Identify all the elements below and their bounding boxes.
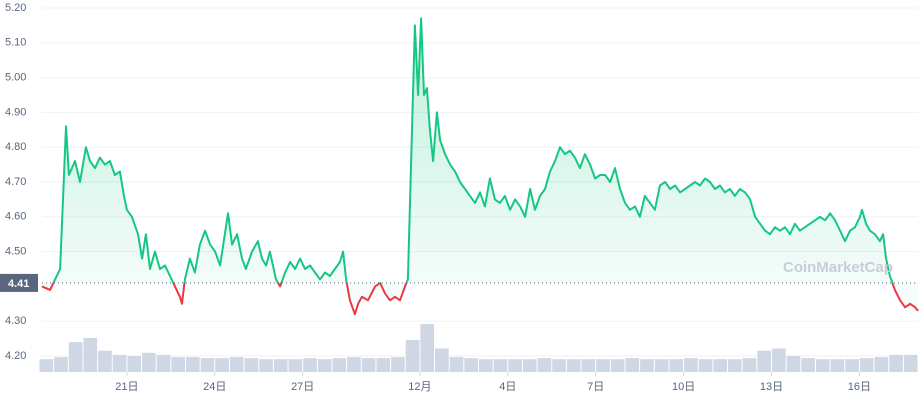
y-tick-label: 4.50 xyxy=(5,246,26,258)
volume-bar xyxy=(259,359,273,372)
volume-bar xyxy=(303,358,317,372)
volume-bar xyxy=(391,357,405,372)
volume-bar xyxy=(171,357,185,372)
x-tick-label: 16日 xyxy=(848,381,871,393)
x-tick-label: 24日 xyxy=(203,381,226,393)
watermark: CoinMarketCap xyxy=(783,259,893,276)
y-tick-label: 4.30 xyxy=(5,315,26,327)
volume-bar xyxy=(376,358,391,372)
volume-bar xyxy=(801,358,815,372)
x-tick-label: 12月 xyxy=(408,381,431,393)
volume-bar xyxy=(903,354,918,372)
volume-bar xyxy=(493,359,508,372)
volume-bar xyxy=(112,354,127,372)
volume-bar xyxy=(845,359,859,372)
volume-bar xyxy=(288,359,303,372)
x-tick-label: 4日 xyxy=(499,381,516,393)
volume-bar xyxy=(889,354,903,372)
volume-bar xyxy=(39,359,54,372)
volume-bar xyxy=(610,359,625,372)
volume-bar xyxy=(537,358,552,372)
volume-bar xyxy=(625,358,640,372)
volume-bar xyxy=(156,354,171,372)
volume-bar xyxy=(273,359,288,372)
x-tick-label: 27日 xyxy=(291,381,314,393)
volume-bar xyxy=(83,337,98,372)
volume-bar xyxy=(54,357,68,372)
volume-bar xyxy=(698,359,713,372)
volume-bar xyxy=(684,358,698,372)
volume-bar xyxy=(581,359,596,372)
volume-bar xyxy=(713,359,728,372)
x-tick-label: 21日 xyxy=(115,381,138,393)
volume-bar xyxy=(786,356,801,372)
volume-bar xyxy=(508,359,522,372)
y-tick-label: 4.60 xyxy=(5,211,26,223)
x-tick-label: 10日 xyxy=(672,381,695,393)
baseline-label: 4.41 xyxy=(8,278,29,290)
volume-bar xyxy=(772,348,786,372)
volume-bar xyxy=(522,359,537,372)
volume-bar xyxy=(229,357,244,372)
volume-bar xyxy=(464,358,478,372)
volume-bar xyxy=(654,359,669,372)
volume-bar xyxy=(186,357,200,372)
volume-bar xyxy=(757,350,771,372)
volume-bar xyxy=(596,359,610,372)
y-tick-label: 5.00 xyxy=(5,72,26,84)
volume-bar xyxy=(552,359,566,372)
volume-bar xyxy=(479,359,493,372)
volume-bar xyxy=(566,359,581,372)
volume-bar xyxy=(200,358,215,372)
y-tick-label: 4.90 xyxy=(5,106,26,118)
x-tick-label: 7日 xyxy=(587,381,604,393)
baseline-badge xyxy=(0,273,38,292)
volume-bar xyxy=(127,356,142,372)
volume-bar xyxy=(405,340,420,372)
volume-bar xyxy=(449,357,464,372)
volume-bar xyxy=(361,358,376,372)
volume-bar xyxy=(859,358,874,372)
volume-bar xyxy=(728,359,742,372)
volume-bar xyxy=(830,359,845,372)
x-tick-label: 13日 xyxy=(760,381,783,393)
volume-bar xyxy=(420,324,435,372)
volume-bar xyxy=(68,342,83,372)
volume-bar xyxy=(669,359,684,372)
volume-bar xyxy=(332,358,347,372)
volume-bar xyxy=(215,358,229,372)
volume-bar xyxy=(435,348,449,372)
volume-bar xyxy=(317,359,332,372)
price-area xyxy=(41,18,918,315)
y-tick-label: 4.70 xyxy=(5,176,26,188)
price-line xyxy=(41,17,919,316)
volume-bar xyxy=(815,359,830,372)
volume-bar xyxy=(874,357,889,372)
volume-bar xyxy=(347,357,361,372)
y-tick-label: 4.80 xyxy=(5,141,26,153)
y-tick-label: 5.10 xyxy=(5,37,26,49)
y-tick-label: 4.20 xyxy=(5,350,26,362)
volume-bar xyxy=(742,358,757,372)
volume-bar xyxy=(640,359,654,372)
volume-bar xyxy=(244,358,259,372)
volume-bar xyxy=(142,352,156,372)
volume-bar xyxy=(98,350,112,372)
y-tick-label: 5.20 xyxy=(5,2,26,14)
